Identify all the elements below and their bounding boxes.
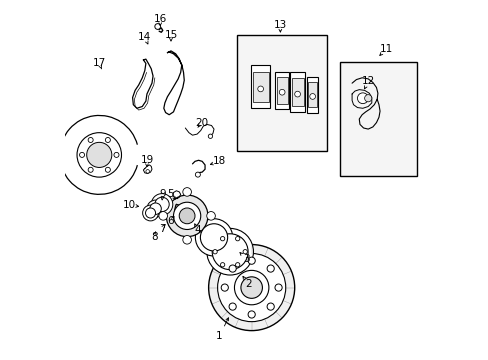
Text: 2: 2 xyxy=(244,279,251,289)
Circle shape xyxy=(235,237,239,241)
Text: 13: 13 xyxy=(273,20,286,30)
Circle shape xyxy=(159,212,167,220)
Circle shape xyxy=(77,133,121,177)
Circle shape xyxy=(235,262,239,267)
Circle shape xyxy=(155,24,160,30)
Text: 12: 12 xyxy=(361,76,374,86)
Bar xyxy=(276,77,287,104)
Circle shape xyxy=(114,152,119,157)
Circle shape xyxy=(294,91,300,97)
Text: 5: 5 xyxy=(167,189,174,199)
Circle shape xyxy=(221,284,228,291)
Text: 6: 6 xyxy=(167,216,174,226)
Text: 17: 17 xyxy=(92,58,106,68)
Circle shape xyxy=(195,219,232,256)
Circle shape xyxy=(86,142,112,167)
Bar xyxy=(237,35,326,151)
Circle shape xyxy=(234,270,268,305)
Circle shape xyxy=(208,134,212,138)
Text: 11: 11 xyxy=(379,44,392,54)
Text: 19: 19 xyxy=(140,155,153,165)
Text: 10: 10 xyxy=(123,200,136,210)
Bar xyxy=(339,62,416,176)
Text: 7: 7 xyxy=(159,225,165,234)
Circle shape xyxy=(147,200,164,217)
Circle shape xyxy=(212,234,247,270)
Circle shape xyxy=(179,208,195,224)
Circle shape xyxy=(142,205,158,221)
Circle shape xyxy=(220,262,224,267)
Circle shape xyxy=(247,257,255,264)
Circle shape xyxy=(105,167,110,172)
Circle shape xyxy=(206,212,215,220)
Bar xyxy=(289,72,305,112)
Text: 1: 1 xyxy=(216,331,222,341)
Bar xyxy=(250,65,270,108)
Text: 4: 4 xyxy=(194,225,201,235)
Circle shape xyxy=(88,167,93,172)
Circle shape xyxy=(266,265,274,272)
Circle shape xyxy=(243,249,247,254)
Circle shape xyxy=(195,172,200,177)
Text: 9: 9 xyxy=(159,189,166,199)
Circle shape xyxy=(145,170,149,173)
Circle shape xyxy=(357,93,367,104)
Text: 18: 18 xyxy=(212,156,225,166)
Circle shape xyxy=(145,208,155,218)
Circle shape xyxy=(151,194,172,215)
Circle shape xyxy=(88,138,93,143)
Circle shape xyxy=(183,235,191,244)
Circle shape xyxy=(80,152,84,157)
Circle shape xyxy=(208,244,294,330)
Circle shape xyxy=(173,202,201,229)
Circle shape xyxy=(247,311,255,318)
Circle shape xyxy=(220,237,224,241)
Circle shape xyxy=(309,94,315,99)
Bar xyxy=(307,82,317,107)
Bar xyxy=(291,78,303,106)
Text: 16: 16 xyxy=(153,14,166,24)
Circle shape xyxy=(364,95,371,102)
Circle shape xyxy=(228,303,236,310)
Circle shape xyxy=(166,195,207,237)
Circle shape xyxy=(257,86,263,92)
Bar xyxy=(306,77,318,113)
Text: 3: 3 xyxy=(243,254,249,264)
Circle shape xyxy=(212,249,217,254)
Circle shape xyxy=(155,197,169,212)
Circle shape xyxy=(183,188,191,196)
Circle shape xyxy=(274,284,282,291)
Bar xyxy=(275,72,288,109)
Circle shape xyxy=(279,89,285,95)
Circle shape xyxy=(200,224,227,251)
Bar xyxy=(252,72,268,102)
Circle shape xyxy=(241,277,262,298)
Circle shape xyxy=(105,138,110,143)
Text: 14: 14 xyxy=(138,32,151,42)
Circle shape xyxy=(228,265,236,272)
Text: 20: 20 xyxy=(195,118,207,128)
Circle shape xyxy=(266,303,274,310)
Circle shape xyxy=(206,228,253,275)
Text: 8: 8 xyxy=(150,232,157,242)
Circle shape xyxy=(149,203,161,215)
Circle shape xyxy=(217,253,285,321)
Text: 15: 15 xyxy=(164,30,177,40)
